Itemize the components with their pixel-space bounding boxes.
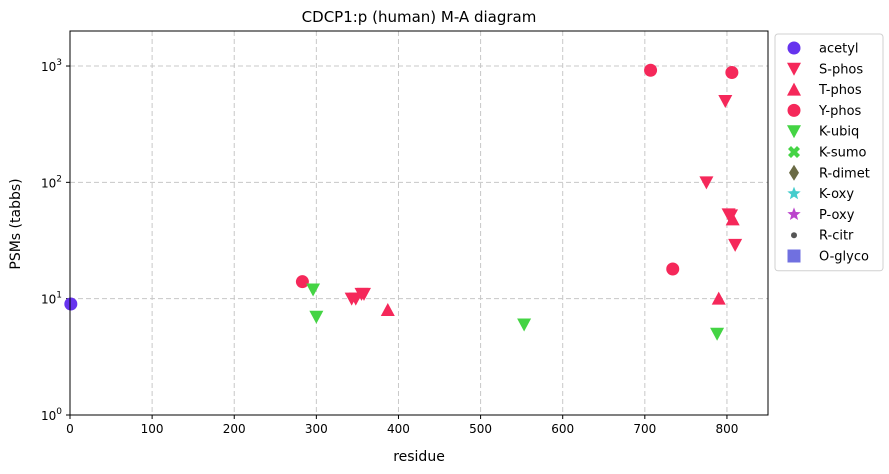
x-tick-label: 800 [715, 422, 738, 436]
data-point-t-phos [380, 302, 395, 316]
plot-area-frame [69, 30, 769, 416]
legend-label-acetyl: acetyl [819, 42, 859, 57]
legend-label-k-sumo: K-sumo [819, 146, 867, 161]
data-point-y-phos [725, 65, 739, 79]
legend-box [774, 33, 884, 272]
data-points [64, 63, 743, 341]
x-tick-label: 0 [66, 422, 74, 436]
data-point-y-phos [295, 275, 309, 289]
y-tick-exponent: 3 [56, 58, 62, 68]
y-tick-base: 10 [41, 60, 56, 74]
legend-marker-r-citr [791, 232, 797, 239]
x-axis-title: residue [393, 449, 445, 465]
data-point-k-ubiq [517, 318, 532, 332]
data-point-acetyl [64, 297, 78, 311]
data-point-k-ubiq [309, 310, 324, 324]
data-point-t-phos [725, 212, 740, 226]
data-point-y-phos [644, 63, 658, 77]
y-tick-label: 102 [41, 174, 62, 190]
x-tick-label: 700 [633, 422, 656, 436]
legend-label-s-phos: S-phos [819, 62, 863, 77]
x-tick-label: 500 [469, 422, 492, 436]
legend-label-y-phos: Y-phos [818, 104, 862, 119]
y-tick-label: 100 [41, 407, 62, 423]
chart-title: CDCP1:p (human) M-A diagram [302, 8, 537, 26]
y-tick-exponent: 1 [56, 291, 62, 301]
legend-label-t-phos: T-phos [818, 83, 862, 98]
legend: acetyl S-phos T-phos Y-phos K-ubiq K-sumo R-di… [774, 33, 884, 272]
legend-marker-t-phos [787, 82, 801, 96]
y-tick-base: 10 [41, 176, 56, 190]
legend-marker-k-ubiq [787, 125, 801, 139]
legend-label-k-oxy: K-oxy [819, 187, 854, 202]
x-tick-label: 100 [141, 422, 164, 436]
y-tick-exponent: 0 [56, 407, 62, 417]
legend-label-r-citr: R-citr [819, 229, 854, 244]
x-tick-label: 400 [387, 422, 410, 436]
y-tick-base: 10 [41, 293, 56, 307]
legend-marker-s-phos [787, 62, 801, 76]
legend-marker-o-glyco [787, 249, 801, 263]
data-point-k-ubiq [710, 327, 725, 341]
x-tick-label: 200 [223, 422, 246, 436]
y-tick-base: 10 [41, 409, 56, 423]
legend-label-r-dimet: R-dimet [819, 166, 870, 181]
data-point-s-phos [356, 287, 371, 301]
legend-marker-k-sumo [788, 146, 800, 158]
data-point-t-phos [711, 291, 726, 305]
data-point-y-phos [666, 262, 680, 276]
x-tick-label: 600 [551, 422, 574, 436]
y-tick-exponent: 2 [56, 174, 62, 184]
y-tick-label: 101 [41, 291, 62, 307]
legend-marker-y-phos [787, 103, 801, 117]
legend-label-p-oxy: P-oxy [819, 208, 855, 223]
data-point-s-phos [699, 176, 714, 190]
grid-lines [70, 31, 768, 415]
data-point-k-ubiq [306, 283, 321, 297]
legend-marker-k-oxy [787, 186, 801, 200]
y-tick-label: 103 [41, 58, 62, 74]
x-axis-ticks: 0 100 200 300 400 500 600 700 800 [66, 415, 738, 436]
x-tick-label: 300 [305, 422, 328, 436]
legend-label-k-ubiq: K-ubiq [819, 125, 859, 140]
legend-marker-r-dimet [789, 164, 799, 181]
y-axis-title: PSMs (tabbs) [8, 178, 24, 269]
data-point-s-phos [728, 238, 743, 252]
data-point-s-phos [718, 95, 733, 109]
legend-marker-p-oxy [787, 207, 801, 221]
legend-marker-acetyl [787, 41, 801, 55]
legend-label-o-glyco: O-glyco [819, 250, 869, 265]
